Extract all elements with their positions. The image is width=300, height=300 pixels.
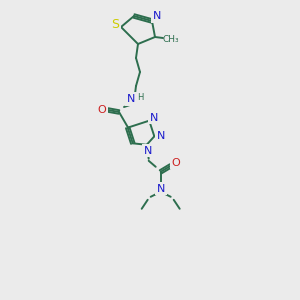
Text: N: N (153, 11, 161, 21)
Text: N: N (127, 94, 135, 104)
Text: H: H (137, 94, 143, 103)
Text: O: O (98, 105, 106, 115)
Text: N: N (157, 131, 166, 141)
Text: N: N (143, 146, 152, 156)
Text: N: N (157, 184, 165, 194)
Text: S: S (111, 17, 119, 31)
Text: CH₃: CH₃ (163, 34, 179, 43)
Text: N: N (150, 113, 158, 123)
Text: O: O (171, 158, 180, 168)
